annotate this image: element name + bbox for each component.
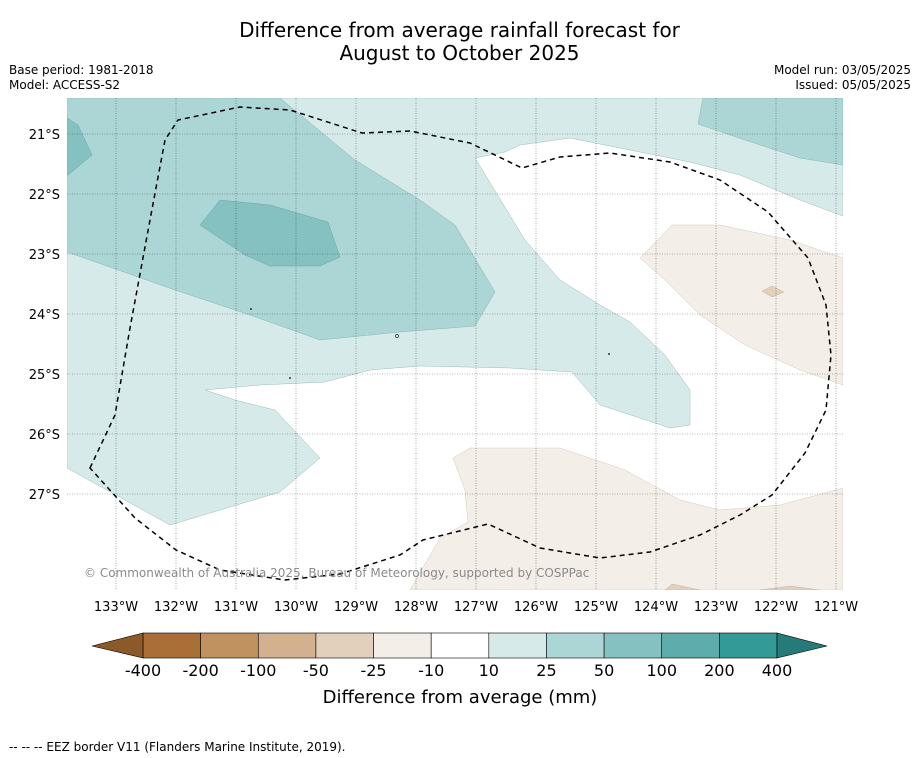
colorbar-swatch bbox=[719, 632, 778, 659]
lon-label: 128°W bbox=[394, 600, 438, 615]
lon-label: 121°W bbox=[814, 600, 858, 615]
colorbar-label: 50 bbox=[594, 661, 614, 680]
colorbar-swatch bbox=[546, 632, 605, 659]
colorbar-label: -10 bbox=[418, 661, 444, 680]
colorbar-swatch bbox=[142, 632, 201, 659]
colorbar-swatch bbox=[430, 632, 490, 659]
colorbar-extend-high bbox=[776, 632, 828, 659]
island-markers bbox=[250, 308, 610, 379]
colorbar-swatch bbox=[373, 632, 432, 659]
title-line-1: Difference from average rainfall forecas… bbox=[239, 18, 680, 42]
colorbar-title: Difference from average (mm) bbox=[323, 687, 598, 708]
issued-text: Issued: 05/05/2025 bbox=[795, 78, 911, 92]
lat-label: 25°S bbox=[29, 368, 60, 383]
lon-label: 133°W bbox=[94, 600, 138, 615]
lon-label: 132°W bbox=[154, 600, 198, 615]
lat-label: 27°S bbox=[29, 488, 60, 503]
lon-label: 122°W bbox=[754, 600, 798, 615]
colorbar-swatch bbox=[603, 632, 663, 659]
model-text: Model: ACCESS-S2 bbox=[9, 78, 121, 92]
contour-25-50-northeast bbox=[697, 98, 843, 166]
contour-50-100-center bbox=[199, 199, 341, 267]
lon-label: 125°W bbox=[574, 600, 618, 615]
colorbar-swatch bbox=[200, 632, 259, 659]
colorbar-label: -200 bbox=[182, 661, 218, 680]
colorbar-label: 10 bbox=[479, 661, 499, 680]
lon-label: 130°W bbox=[274, 600, 318, 615]
title-line-2: August to October 2025 bbox=[339, 41, 580, 65]
contour-dry-east bbox=[639, 224, 843, 386]
lat-label: 22°S bbox=[29, 188, 60, 203]
base-period-text: Base period: 1981-2018 bbox=[9, 63, 154, 77]
contour-dry-south bbox=[409, 447, 843, 590]
colorbar-label: -400 bbox=[125, 661, 161, 680]
latitude-labels: 21°S 22°S 23°S 24°S 25°S 26°S 27°S bbox=[29, 128, 60, 503]
longitude-gridlines bbox=[115, 98, 837, 590]
model-run-text: Model run: 03/05/2025 bbox=[773, 63, 911, 77]
colorbar-label: -100 bbox=[240, 661, 276, 680]
contour-dry-bottom bbox=[664, 583, 821, 590]
lat-label: 23°S bbox=[29, 248, 60, 263]
colorbar-label: 400 bbox=[762, 661, 793, 680]
colorbar: -400 -200 -100 -50 -25 -10 10 25 50 100 200 400 Dif… bbox=[91, 632, 828, 708]
lon-label: 131°W bbox=[214, 600, 258, 615]
meta-right: Model run: 03/05/2025 Issued: 05/05/2025 bbox=[774, 63, 911, 93]
colorbar-swatch bbox=[257, 632, 317, 659]
meta-left: Base period: 1981-2018 Model: ACCESS-S2 bbox=[9, 63, 154, 93]
contour-50-100-edge bbox=[67, 117, 93, 177]
lat-label: 24°S bbox=[29, 308, 60, 323]
lat-label: 21°S bbox=[29, 128, 60, 143]
eez-border bbox=[89, 106, 832, 581]
latitude-gridlines bbox=[67, 133, 843, 495]
map-area: © Commonwealth of Australia 2025, Bureau… bbox=[67, 98, 843, 590]
lon-label: 127°W bbox=[454, 600, 498, 615]
colorbar-label: 100 bbox=[646, 661, 677, 680]
lon-label: 123°W bbox=[694, 600, 738, 615]
colorbar-label: -25 bbox=[360, 661, 386, 680]
eez-footnote: -- -- -- EEZ border V11 (Flanders Marine… bbox=[9, 740, 346, 754]
longitude-labels: 133°W 132°W 131°W 130°W 129°W 128°W 127°W 126°W… bbox=[94, 600, 858, 615]
colorbar-label: 25 bbox=[536, 661, 556, 680]
colorbar-swatch bbox=[661, 632, 720, 659]
colorbar-extend-low bbox=[91, 632, 144, 659]
colorbar-swatches bbox=[142, 632, 778, 659]
colorbar-label: 200 bbox=[704, 661, 735, 680]
copyright-text: © Commonwealth of Australia 2025, Bureau… bbox=[84, 566, 589, 580]
colorbar-swatch bbox=[315, 632, 374, 659]
contour-dry-patch bbox=[761, 285, 785, 298]
colorbar-labels: -400 -200 -100 -50 -25 -10 10 25 50 100 200 400 bbox=[125, 661, 792, 680]
colorbar-swatch bbox=[488, 632, 547, 659]
lon-label: 126°W bbox=[514, 600, 558, 615]
lon-label: 129°W bbox=[334, 600, 378, 615]
lat-label: 26°S bbox=[29, 428, 60, 443]
colorbar-label: -50 bbox=[303, 661, 329, 680]
chart-title: Difference from average rainfall forecas… bbox=[0, 19, 919, 65]
lon-label: 124°W bbox=[634, 600, 678, 615]
